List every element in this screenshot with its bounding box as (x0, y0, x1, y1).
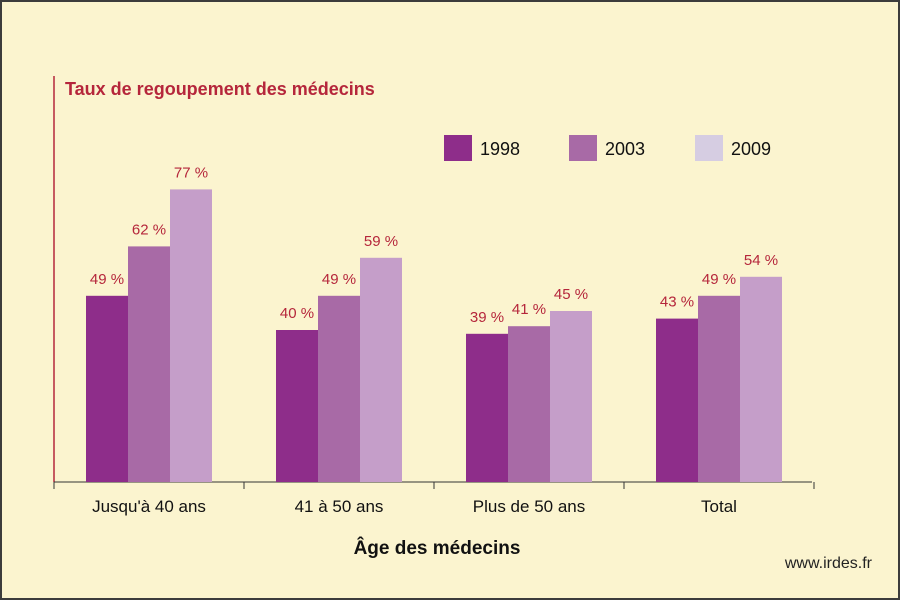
legend-swatch-2009 (695, 135, 723, 161)
source-credit: www.irdes.fr (784, 555, 872, 572)
data-label: 49 % (322, 271, 356, 288)
bar-1998 (276, 330, 318, 482)
bar-2009 (740, 276, 782, 482)
data-label: 41 % (512, 301, 546, 318)
bar-2003 (508, 326, 550, 482)
bar-2009 (550, 311, 592, 482)
data-label: 45 % (554, 286, 588, 303)
legend-label: 2009 (731, 139, 771, 159)
data-label: 49 % (90, 271, 124, 288)
bar-2003 (318, 295, 360, 482)
bar-2009 (360, 257, 402, 482)
data-label: 40 % (280, 305, 314, 322)
data-label: 59 % (364, 233, 398, 250)
bar-1998 (656, 318, 698, 482)
bar-1998 (86, 295, 128, 482)
legend-swatch-2003 (569, 135, 597, 161)
legend-label: 1998 (480, 139, 520, 159)
bar-2003 (128, 246, 170, 482)
data-label: 39 % (470, 309, 504, 326)
x-tick-label: Total (701, 497, 737, 516)
data-label: 54 % (744, 252, 778, 269)
x-tick-label: Plus de 50 ans (473, 497, 585, 516)
x-tick-label: Jusqu'à 40 ans (92, 497, 206, 516)
legend-label: 2003 (605, 139, 645, 159)
x-tick-label: 41 à 50 ans (295, 497, 384, 516)
bar-2003 (698, 295, 740, 482)
x-axis-title: Âge des médecins (353, 538, 521, 559)
chart-title: Taux de regoupement des médecins (65, 79, 375, 99)
legend-swatch-1998 (444, 135, 472, 161)
data-label: 43 % (660, 294, 694, 311)
data-label: 62 % (132, 221, 166, 238)
bar-1998 (466, 333, 508, 482)
bar-2009 (170, 189, 212, 482)
data-label: 49 % (702, 271, 736, 288)
data-label: 77 % (174, 164, 208, 181)
